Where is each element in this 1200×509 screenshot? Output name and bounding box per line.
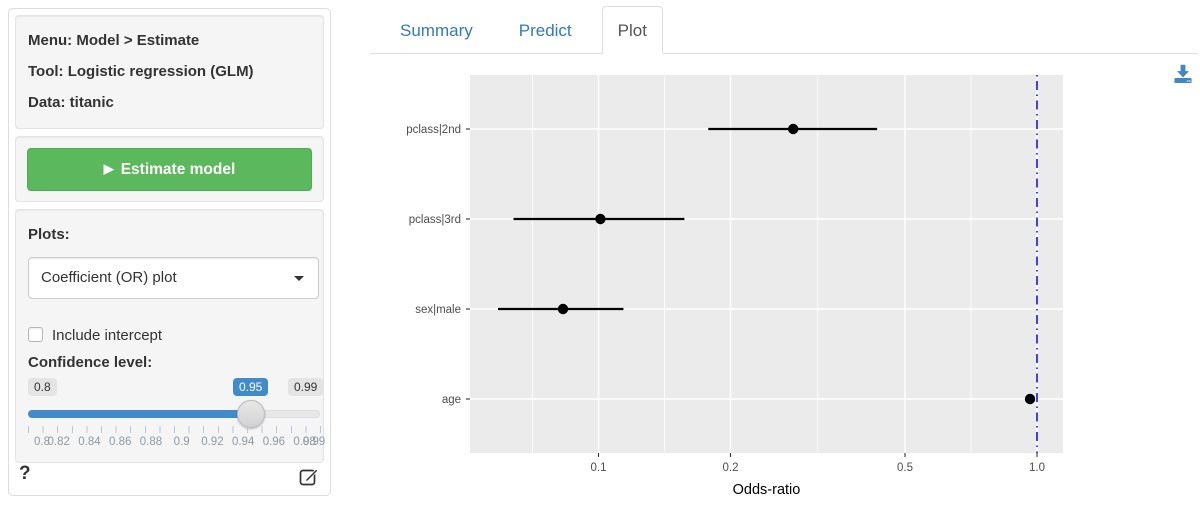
slider-min-badge: 0.8 xyxy=(28,378,57,396)
confidence-slider-handle[interactable] xyxy=(237,400,265,428)
slider-grid-label: 0.99 xyxy=(302,436,326,448)
tab-plot[interactable]: Plot xyxy=(601,6,663,54)
play-icon: ▶ xyxy=(103,161,114,176)
tool-name: Tool: Logistic regression (GLM) xyxy=(28,63,254,80)
svg-text:age: age xyxy=(442,394,461,406)
slider-grid-label: 0.82 xyxy=(47,436,70,448)
plot-type-select[interactable]: Coefficient (OR) plot xyxy=(28,257,319,299)
slider-value-badge: 0.95 xyxy=(233,378,269,396)
sidebar: Menu: Model > Estimate Tool: Logistic re… xyxy=(8,8,331,496)
estimate-model-button[interactable]: ▶ Estimate model xyxy=(27,148,312,191)
svg-text:pclass|2nd: pclass|2nd xyxy=(406,124,461,136)
slider-grid-label: 0.84 xyxy=(78,436,101,448)
main-content: Summary Predict Plot pclass|2nd pclass|3r… xyxy=(370,0,1200,504)
menu-breadcrumb: Menu: Model > Estimate xyxy=(28,32,200,49)
svg-text:pclass|3rd: pclass|3rd xyxy=(409,214,461,226)
slider-grid-label: 0.92 xyxy=(201,436,224,448)
slider-grid-label: 0.98 xyxy=(293,436,316,448)
model-info-panel: Menu: Model > Estimate Tool: Logistic re… xyxy=(15,15,324,129)
plot-type-selected-value: Coefficient (OR) plot xyxy=(41,269,177,286)
slider-grid-ticks xyxy=(28,426,321,433)
slider-grid-label: 0.9 xyxy=(173,436,190,448)
tab-summary[interactable]: Summary xyxy=(400,21,473,40)
svg-text:0.5: 0.5 xyxy=(897,462,913,474)
include-intercept-checkbox[interactable] xyxy=(28,327,43,342)
download-icon[interactable] xyxy=(1172,63,1194,85)
slider-grid-label: 0.8 xyxy=(34,436,50,448)
tab-bar: Summary Predict Plot xyxy=(370,0,1198,54)
edit-code-icon[interactable] xyxy=(299,465,320,491)
slider-grid-label: 0.88 xyxy=(139,436,163,448)
plot-tab-content: pclass|2nd pclass|3rd sex|male age 0.1 0.2 0.5… xyxy=(370,55,1200,504)
svg-text:sex|male: sex|male xyxy=(415,304,461,316)
slider-grid-label: 0.94 xyxy=(231,436,255,448)
dataset-name: Data: titanic xyxy=(28,94,114,111)
confidence-slider-bar xyxy=(28,410,251,418)
svg-text:Odds-ratio: Odds-ratio xyxy=(733,482,801,498)
slider-grid-labels: 0.8 0.82 0.84 0.86 0.88 0.9 0.92 0.94 0.96 0.98 0.… xyxy=(28,436,325,450)
plot-options-panel: Plots: Coefficient (OR) plot Include int… xyxy=(15,209,325,463)
svg-text:0.1: 0.1 xyxy=(591,462,607,474)
chevron-down-icon xyxy=(294,276,304,281)
or-plot-svg: pclass|2nd pclass|3rd sex|male age 0.1 0.2 0.5… xyxy=(406,75,1063,498)
include-intercept-label: Include intercept xyxy=(52,327,163,344)
estimate-panel: ▶ Estimate model xyxy=(15,136,324,202)
slider-max-badge: 0.99 xyxy=(288,378,324,396)
slider-grid-label: 0.96 xyxy=(262,436,286,448)
help-icon[interactable]: ? xyxy=(19,463,31,484)
confidence-level-label: Confidence level: xyxy=(28,354,153,371)
svg-text:1.0: 1.0 xyxy=(1029,462,1045,474)
estimate-model-label: Estimate model xyxy=(120,161,236,178)
tab-predict[interactable]: Predict xyxy=(518,21,572,40)
slider-grid-label: 0.86 xyxy=(109,436,132,448)
svg-text:0.2: 0.2 xyxy=(723,462,739,474)
plots-label: Plots: xyxy=(28,226,70,243)
